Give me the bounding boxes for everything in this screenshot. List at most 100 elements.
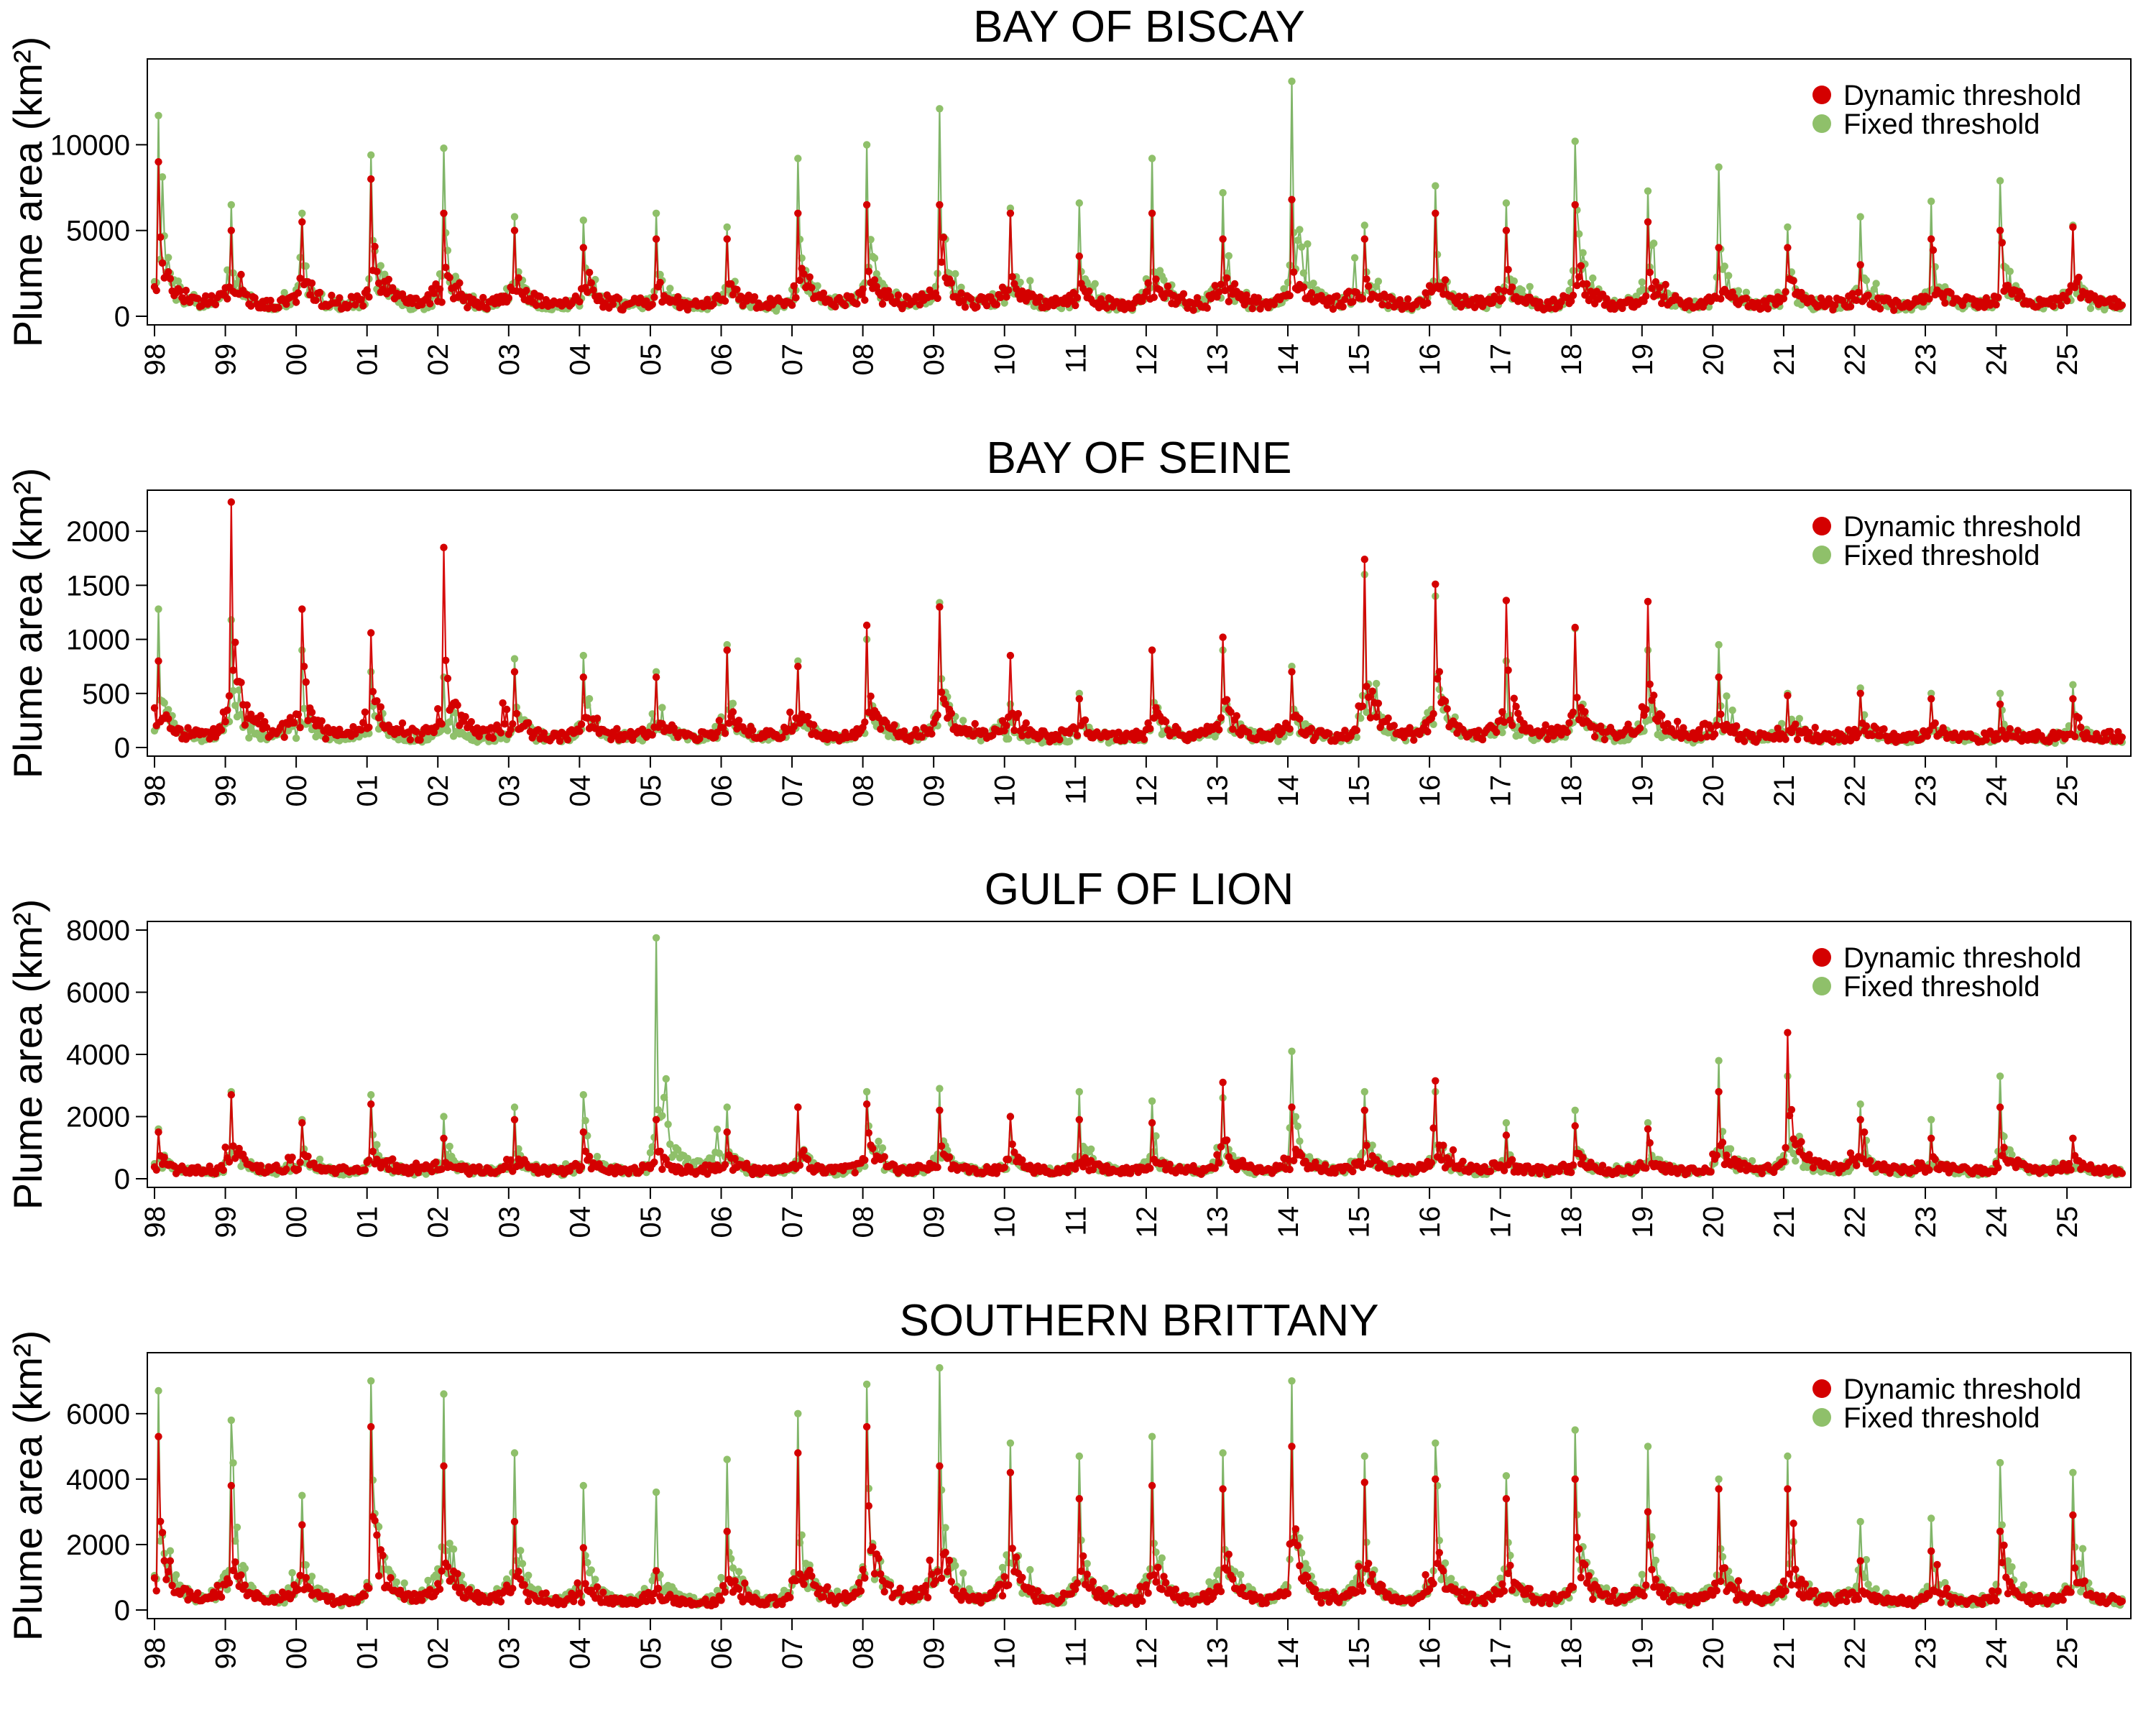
data-point — [1222, 696, 1231, 704]
data-point — [721, 730, 729, 737]
data-point — [1455, 293, 1463, 300]
data-point — [292, 298, 300, 306]
y-tick-label: 4000 — [66, 1039, 130, 1071]
x-tick-label: 15 — [1344, 344, 1376, 376]
x-tick-label: 11 — [1060, 344, 1092, 374]
data-point — [1075, 252, 1084, 260]
data-point — [318, 717, 326, 725]
data-point — [1626, 296, 1634, 304]
data-point — [2057, 301, 2065, 310]
x-tick-label: 21 — [1769, 1206, 1800, 1238]
data-point — [1782, 735, 1789, 743]
data-point — [1636, 724, 1644, 732]
data-point — [534, 726, 543, 734]
data-point — [1502, 1119, 1511, 1127]
data-point — [1286, 292, 1294, 300]
data-point — [1360, 221, 1369, 229]
data-point — [875, 1137, 883, 1146]
data-point — [336, 294, 344, 302]
data-point — [1102, 304, 1111, 312]
data-point — [1725, 272, 1733, 280]
data-point — [982, 302, 991, 310]
data-point — [505, 294, 512, 302]
data-point — [1573, 282, 1581, 290]
data-point — [1656, 284, 1664, 292]
data-point — [1217, 280, 1225, 288]
data-point — [275, 304, 282, 312]
data-point — [2018, 292, 2026, 300]
data-point — [1508, 721, 1516, 730]
data-point — [2075, 714, 2083, 722]
data-point — [461, 713, 469, 721]
data-point — [1792, 720, 1800, 728]
x-tick-label: 13 — [1202, 344, 1233, 376]
data-point — [432, 723, 440, 731]
data-point — [442, 656, 450, 664]
x-tick-label: 08 — [848, 344, 880, 376]
x-tick-label: 22 — [1839, 775, 1871, 807]
data-point — [532, 301, 540, 309]
data-point — [723, 1103, 731, 1111]
data-point — [1026, 277, 1034, 285]
data-point — [1646, 716, 1654, 724]
data-point — [243, 290, 251, 299]
data-point — [1329, 305, 1337, 313]
y-axis-label: Plume area (km²) — [5, 468, 50, 779]
data-point — [446, 1142, 453, 1151]
x-tick-label: 15 — [1344, 775, 1376, 807]
data-point — [1072, 301, 1079, 310]
data-point — [176, 287, 184, 295]
data-point — [1008, 272, 1016, 281]
data-point — [1715, 244, 1723, 252]
data-point — [650, 293, 658, 301]
data-point — [467, 718, 475, 726]
data-point — [1734, 287, 1743, 295]
y-axis-label: Plume area (km²) — [5, 37, 50, 348]
data-point — [614, 295, 623, 303]
data-point — [1856, 689, 1864, 697]
data-point — [165, 268, 172, 276]
x-tick-label: 13 — [1202, 1206, 1233, 1238]
data-point — [1142, 288, 1151, 296]
data-point — [733, 285, 741, 293]
data-point — [1288, 1047, 1296, 1055]
data-point — [872, 270, 881, 278]
data-point — [1795, 714, 1803, 722]
data-point — [928, 730, 936, 738]
legend-marker — [1812, 86, 1831, 104]
data-point — [282, 300, 290, 308]
data-point — [1994, 293, 2002, 301]
data-point — [1432, 209, 1439, 217]
data-point — [312, 296, 320, 304]
data-point — [652, 934, 660, 942]
data-point — [1998, 239, 2006, 247]
data-point — [1947, 289, 1955, 297]
data-point — [1230, 280, 1239, 288]
data-point — [1941, 299, 1949, 307]
data-point — [1396, 296, 1404, 304]
data-point — [221, 717, 229, 726]
data-point — [1016, 278, 1024, 286]
data-point — [867, 236, 875, 244]
data-point — [1754, 299, 1762, 307]
data-point — [1864, 291, 1872, 299]
data-point — [589, 286, 597, 294]
data-point — [814, 282, 821, 290]
data-point — [1243, 291, 1250, 299]
x-tick-label: 19 — [1627, 775, 1659, 807]
data-point — [1360, 1087, 1369, 1096]
data-point — [1221, 287, 1229, 295]
data-point — [510, 655, 519, 663]
data-point — [794, 209, 802, 217]
data-point — [1219, 189, 1227, 197]
data-point — [257, 712, 264, 719]
data-point — [1728, 707, 1736, 714]
x-tick-label: 25 — [2052, 344, 2083, 376]
data-point — [502, 705, 511, 714]
x-tick-label: 22 — [1839, 1206, 1871, 1238]
x-tick-label: 99 — [211, 344, 242, 376]
data-point — [1504, 666, 1512, 674]
data-point — [243, 701, 251, 709]
